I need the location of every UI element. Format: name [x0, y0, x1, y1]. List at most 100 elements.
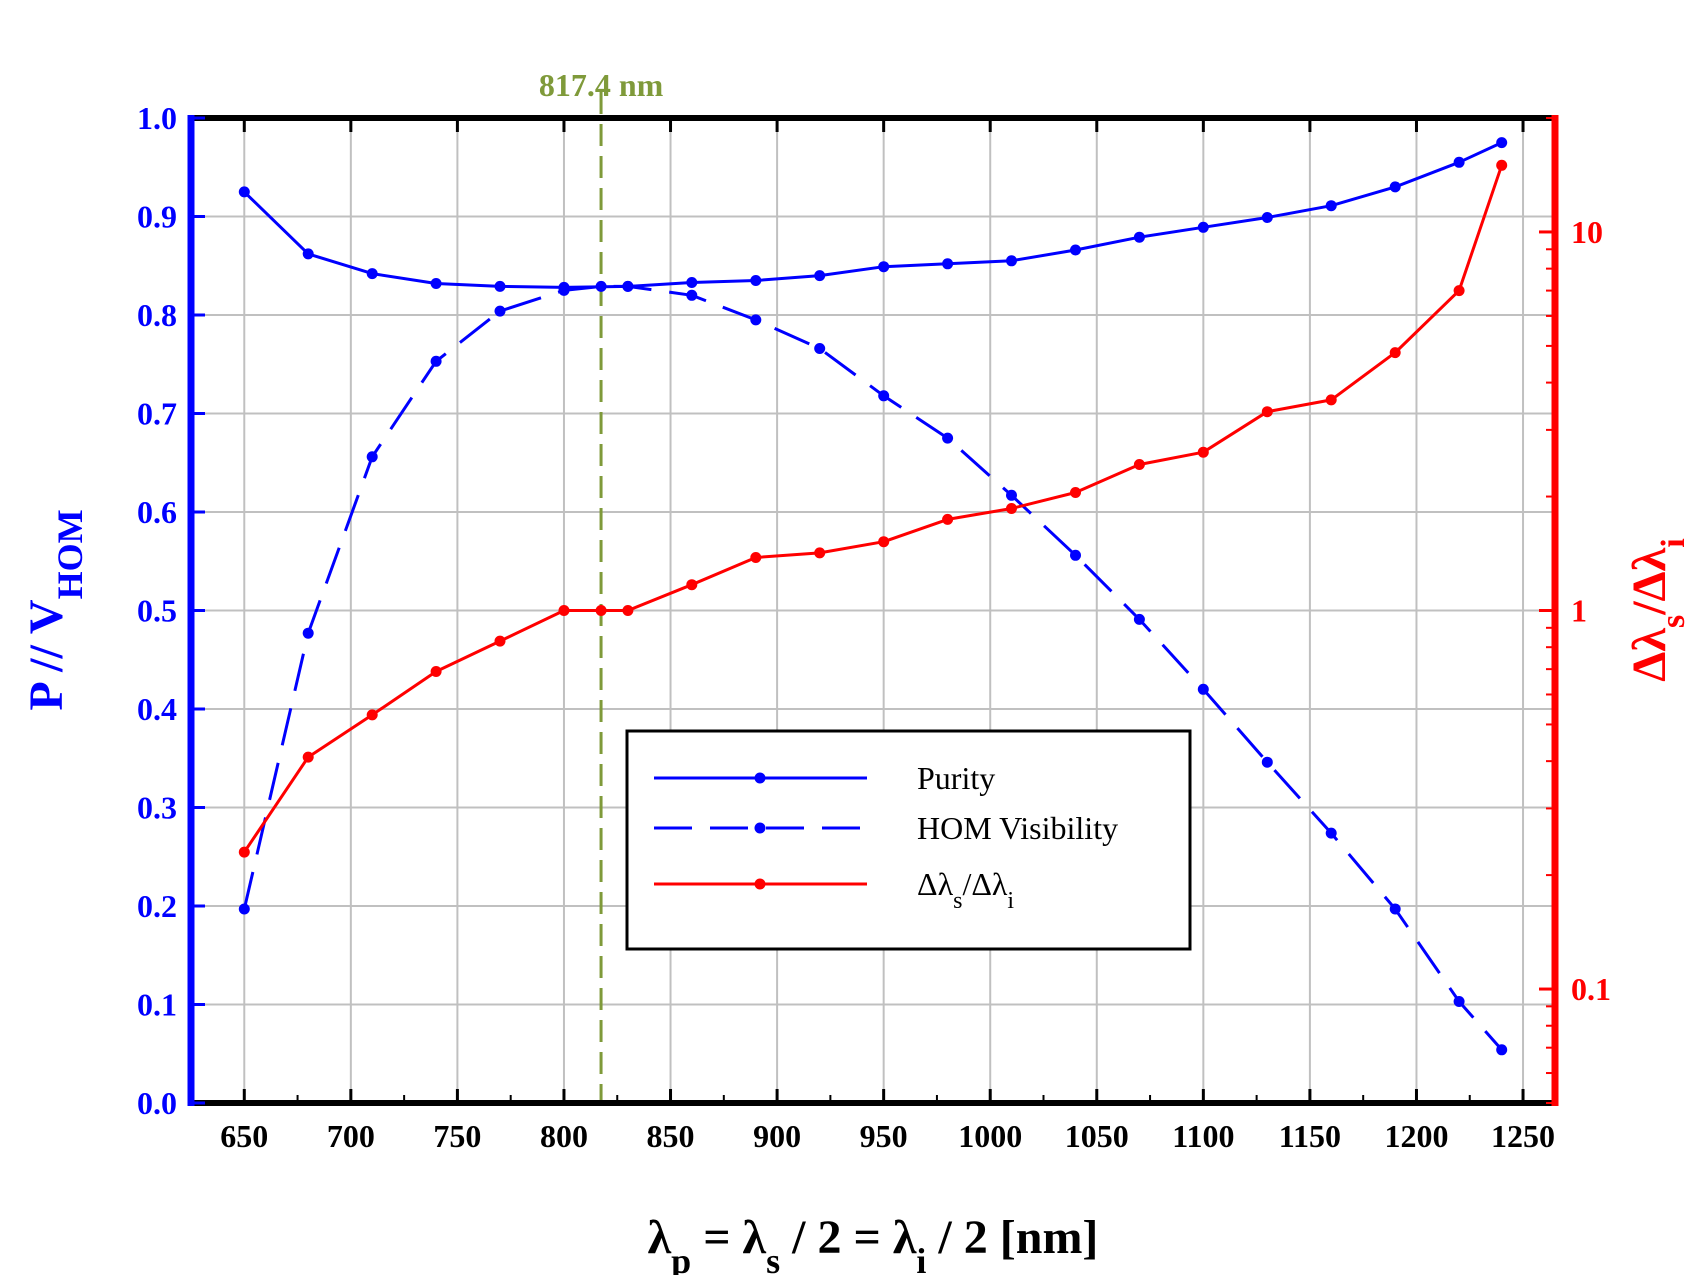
- data-point-s1-15: [1133, 613, 1145, 625]
- data-point-s0-0: [238, 186, 250, 198]
- y-left-tick-label-0.3: 0.3: [137, 790, 177, 826]
- data-point-s0-9: [814, 270, 826, 282]
- data-point-s2-9: [750, 552, 762, 563]
- series-line-2: [243, 164, 1504, 853]
- data-point-s0-18: [1389, 181, 1401, 193]
- legend-marker-0: [754, 772, 766, 784]
- y-left-tick-label-0.7: 0.7: [137, 396, 177, 432]
- x-tick-label-1150: 1150: [1279, 1118, 1341, 1154]
- series-layer: [238, 137, 1508, 1056]
- data-point-s1-20: [1453, 996, 1465, 1007]
- legend-marker-1: [754, 822, 766, 834]
- data-point-s0-12: [1006, 255, 1017, 267]
- data-point-s1-7: [622, 280, 634, 292]
- data-point-s0-15: [1197, 221, 1209, 233]
- x-tick-label-1100: 1100: [1172, 1118, 1234, 1154]
- axis-labels: λp = λs / 2 = λi / 2 [nm] P // VHOM Δλs/Δλ…: [20, 509, 1692, 1275]
- data-point-s2-17: [1261, 406, 1273, 418]
- data-point-s1-8: [686, 289, 698, 301]
- data-point-s0-7: [686, 277, 698, 288]
- y-left-tick-label-1.0: 1.0: [137, 100, 177, 136]
- data-point-s0-2: [366, 268, 378, 280]
- x-tick-label-700: 700: [327, 1118, 375, 1154]
- data-point-s2-18: [1325, 394, 1337, 406]
- legend-label-0: Purity: [917, 760, 995, 796]
- data-point-s0-3: [430, 278, 442, 289]
- y-left-tick-label-0.8: 0.8: [137, 297, 177, 333]
- x-tick-label-900: 900: [753, 1118, 801, 1154]
- legend-marker-2: [754, 878, 766, 890]
- data-point-s0-1: [302, 248, 314, 260]
- data-point-s1-9: [750, 314, 762, 326]
- y-left-axis-title: P // VHOM: [20, 509, 90, 710]
- x-tick-label-850: 850: [647, 1118, 695, 1154]
- data-point-s2-11: [878, 536, 890, 548]
- data-point-s2-10: [814, 547, 826, 559]
- data-point-s1-16: [1197, 683, 1209, 695]
- x-tick-label-950: 950: [860, 1118, 908, 1154]
- data-point-s1-5: [558, 284, 570, 296]
- data-point-s1-14: [1070, 549, 1081, 561]
- data-point-s2-16: [1197, 446, 1209, 458]
- x-tick-label-1000: 1000: [958, 1118, 1022, 1154]
- data-point-s2-19: [1389, 347, 1401, 359]
- y-left-tick-label-0.2: 0.2: [137, 888, 177, 924]
- data-point-s2-5: [558, 605, 570, 616]
- data-point-s2-6: [595, 605, 607, 616]
- data-point-s2-3: [430, 666, 442, 677]
- y-left-tick-label-0.0: 0.0: [137, 1085, 177, 1121]
- data-point-s2-15: [1133, 459, 1145, 470]
- data-point-s1-6: [595, 280, 607, 292]
- data-point-s0-20: [1496, 137, 1508, 149]
- x-axis-title: λp = λs / 2 = λi / 2 [nm]: [648, 1211, 1099, 1275]
- x-tick-label-1200: 1200: [1384, 1118, 1448, 1154]
- data-point-s1-19: [1389, 903, 1401, 915]
- data-point-s0-8: [750, 275, 762, 286]
- data-point-s0-4: [494, 280, 506, 292]
- data-point-s1-0: [238, 903, 250, 915]
- data-point-s2-12: [942, 513, 954, 525]
- data-point-s2-21: [1496, 159, 1508, 171]
- data-point-s1-1: [302, 627, 314, 639]
- data-point-s2-0: [238, 846, 250, 858]
- data-point-s1-2: [366, 451, 378, 463]
- legend-label-2: Δλs/Δλi: [917, 866, 1014, 914]
- data-point-s2-13: [1006, 503, 1017, 514]
- data-point-s0-10: [878, 261, 890, 273]
- data-point-s1-17: [1261, 756, 1273, 768]
- y-right-tick-label-10: 10: [1571, 214, 1603, 250]
- x-tick-label-750: 750: [433, 1118, 481, 1154]
- x-tick-label-1050: 1050: [1065, 1118, 1129, 1154]
- series-line-1: [242, 284, 1503, 1051]
- ticks: 650 700 750 800 850 900 950 1000 1050 1100 1150 120…: [137, 100, 1611, 1154]
- data-point-s1-4: [494, 305, 506, 317]
- data-point-s0-11: [942, 258, 954, 270]
- data-point-s2-20: [1453, 285, 1465, 297]
- y-right-tick-label-1: 1: [1571, 593, 1587, 629]
- data-point-s0-16: [1261, 212, 1273, 223]
- data-point-s2-4: [494, 635, 506, 647]
- legend-box: [625, 729, 1192, 951]
- vertical-marker-label: 817.4 nm: [539, 67, 664, 103]
- x-tick-label-1250: 1250: [1491, 1118, 1555, 1154]
- y-left-tick-label-0.1: 0.1: [137, 987, 177, 1023]
- data-point-s2-1: [302, 751, 314, 763]
- x-tick-label-800: 800: [540, 1118, 588, 1154]
- data-point-s1-21: [1496, 1044, 1508, 1056]
- data-point-s2-7: [622, 605, 634, 616]
- data-point-s2-14: [1070, 487, 1081, 498]
- y-right-tick-label-0.1: 0.1: [1571, 971, 1611, 1007]
- data-point-s1-18: [1325, 827, 1337, 839]
- data-point-s0-19: [1453, 156, 1465, 168]
- y-left-tick-label-0.6: 0.6: [137, 494, 177, 530]
- data-point-s1-13: [1006, 489, 1017, 501]
- data-point-s1-11: [878, 390, 890, 402]
- data-point-s0-14: [1133, 231, 1145, 243]
- y-left-tick-label-0.5: 0.5: [137, 593, 177, 629]
- y-right-axis-title: Δλs/Δλi: [1623, 538, 1692, 681]
- legend: Purity HOM Visibility Δλs/Δλi: [625, 729, 1192, 951]
- data-point-s2-2: [366, 709, 378, 721]
- data-point-s2-8: [686, 579, 698, 591]
